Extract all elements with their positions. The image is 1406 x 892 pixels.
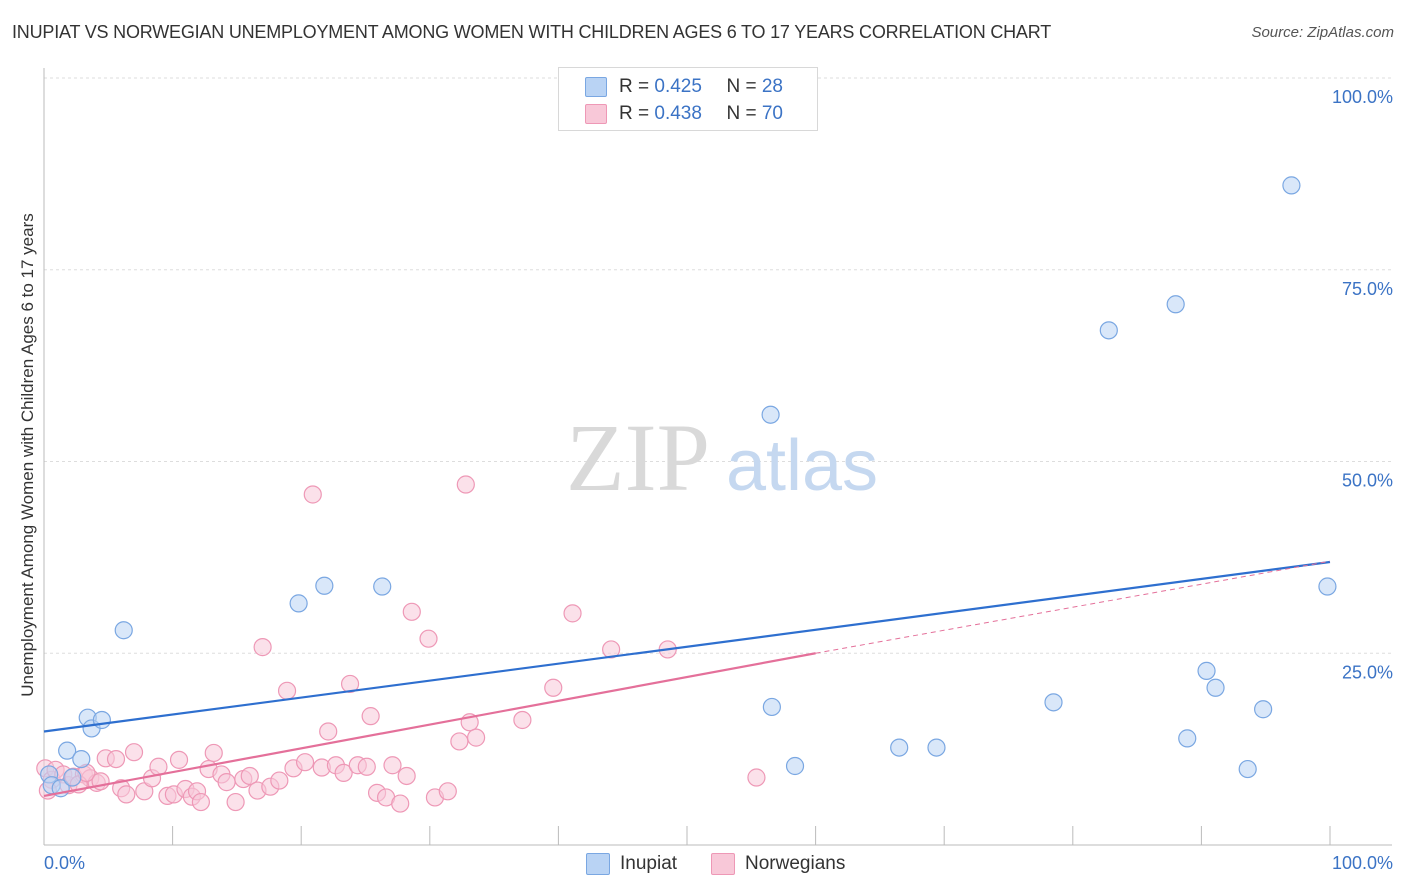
n-value: 28	[761, 76, 783, 97]
r-label: R =	[619, 76, 655, 97]
legend-label: Norwegians	[745, 853, 846, 874]
x-tick-label: 100.0%	[1332, 853, 1393, 873]
norwegians-point	[253, 638, 272, 657]
inupiat-point	[927, 738, 946, 757]
norwegians-point	[402, 602, 421, 621]
inupiat-trend-line	[43, 560, 1331, 733]
inupiat-points	[40, 176, 1337, 798]
stats-legend: R = 0.425 N = 28 R = 0.438 N = 70	[558, 67, 818, 131]
norwegians-point	[397, 766, 416, 786]
y-tick-label: 75.0%	[1342, 279, 1393, 299]
norwegians-swatch	[585, 104, 607, 124]
watermark-zip: ZIP	[566, 404, 710, 511]
norwegians-point	[217, 773, 236, 792]
y-tick-label: 100.0%	[1332, 87, 1393, 107]
norwegians-point	[226, 792, 245, 812]
norwegians-point	[747, 768, 766, 787]
inupiat-point	[1178, 729, 1197, 748]
tick-labels: 25.0% 50.0% 75.0% 100.0% 0.0% 100.0%	[44, 87, 1393, 873]
inupiat-point	[1254, 700, 1273, 719]
n-value: 70	[761, 103, 783, 124]
norwegians-legend-swatch	[711, 853, 735, 875]
inupiat-point	[890, 738, 909, 757]
inupiat-swatch	[585, 77, 607, 97]
norwegians-point	[513, 710, 532, 730]
norwegians-point	[270, 771, 289, 790]
norwegians-point	[303, 485, 322, 504]
norwegians-point	[450, 732, 469, 751]
inupiat-point	[63, 768, 82, 787]
x-tick-label: 0.0%	[44, 853, 85, 873]
n-label: N =	[726, 103, 762, 124]
gridlines	[44, 77, 1392, 654]
norwegians-point	[191, 792, 210, 812]
inupiat-point	[373, 577, 392, 596]
norwegians-trend-line	[43, 652, 816, 797]
r-value: 0.425	[654, 76, 702, 97]
norwegians-point	[563, 604, 582, 623]
norwegians-point	[169, 750, 189, 769]
inupiat-point	[315, 576, 334, 595]
norwegians-point	[106, 749, 126, 769]
norwegians-point	[204, 743, 223, 763]
norwegians-point	[295, 753, 315, 772]
inupiat-point	[1099, 321, 1118, 340]
norwegians-point	[334, 763, 353, 783]
norwegians-point	[277, 681, 297, 700]
norwegians-point	[240, 766, 259, 786]
y-tick-label: 25.0%	[1342, 662, 1393, 682]
inupiat-point	[92, 710, 111, 730]
watermark-atlas: atlas	[726, 426, 878, 506]
watermark: ZIP atlas	[566, 404, 878, 511]
inupiat-point	[1238, 759, 1257, 779]
chart-source: Source: ZipAtlas.com	[1251, 24, 1394, 41]
inupiat-point	[289, 594, 308, 613]
inupiat-point	[72, 749, 91, 769]
r-label: R =	[619, 103, 655, 124]
legend-label: Inupiat	[620, 853, 678, 874]
norwegians-point	[383, 756, 402, 775]
inupiat-point	[761, 405, 780, 424]
norwegians-point	[419, 629, 438, 648]
inupiat-point	[1166, 295, 1185, 314]
inupiat-point	[1197, 661, 1216, 680]
norwegians-point	[319, 722, 338, 741]
inupiat-point	[114, 621, 133, 640]
norwegians-trend-extrapolation	[815, 560, 1331, 654]
n-label: N =	[726, 76, 762, 97]
norwegians-point	[357, 757, 376, 776]
norwegians-point	[117, 785, 136, 804]
r-value: 0.438	[654, 103, 702, 124]
norwegians-point	[391, 794, 410, 813]
inupiat-legend-swatch	[586, 853, 610, 875]
inupiat-point	[762, 697, 781, 717]
inupiat-point	[1282, 176, 1301, 195]
inupiat-point	[1318, 577, 1337, 596]
norwegians-point	[361, 707, 380, 726]
chart-title: INUPIAT VS NORWEGIAN UNEMPLOYMENT AMONG …	[12, 22, 1051, 42]
norwegians-point	[456, 475, 475, 494]
trend-lines	[43, 560, 1331, 797]
norwegians-point	[602, 640, 621, 659]
inupiat-point	[58, 741, 77, 760]
norwegians-point	[466, 728, 486, 747]
norwegians-point	[124, 743, 144, 762]
inupiat-point	[1044, 693, 1063, 712]
norwegians-point	[340, 674, 360, 694]
norwegians-point	[438, 782, 457, 801]
inupiat-point	[1206, 678, 1225, 697]
norwegians-points	[36, 475, 766, 813]
norwegians-point	[544, 678, 563, 697]
inupiat-point	[785, 756, 805, 776]
y-tick-label: 50.0%	[1342, 471, 1393, 491]
axes	[43, 68, 1392, 846]
